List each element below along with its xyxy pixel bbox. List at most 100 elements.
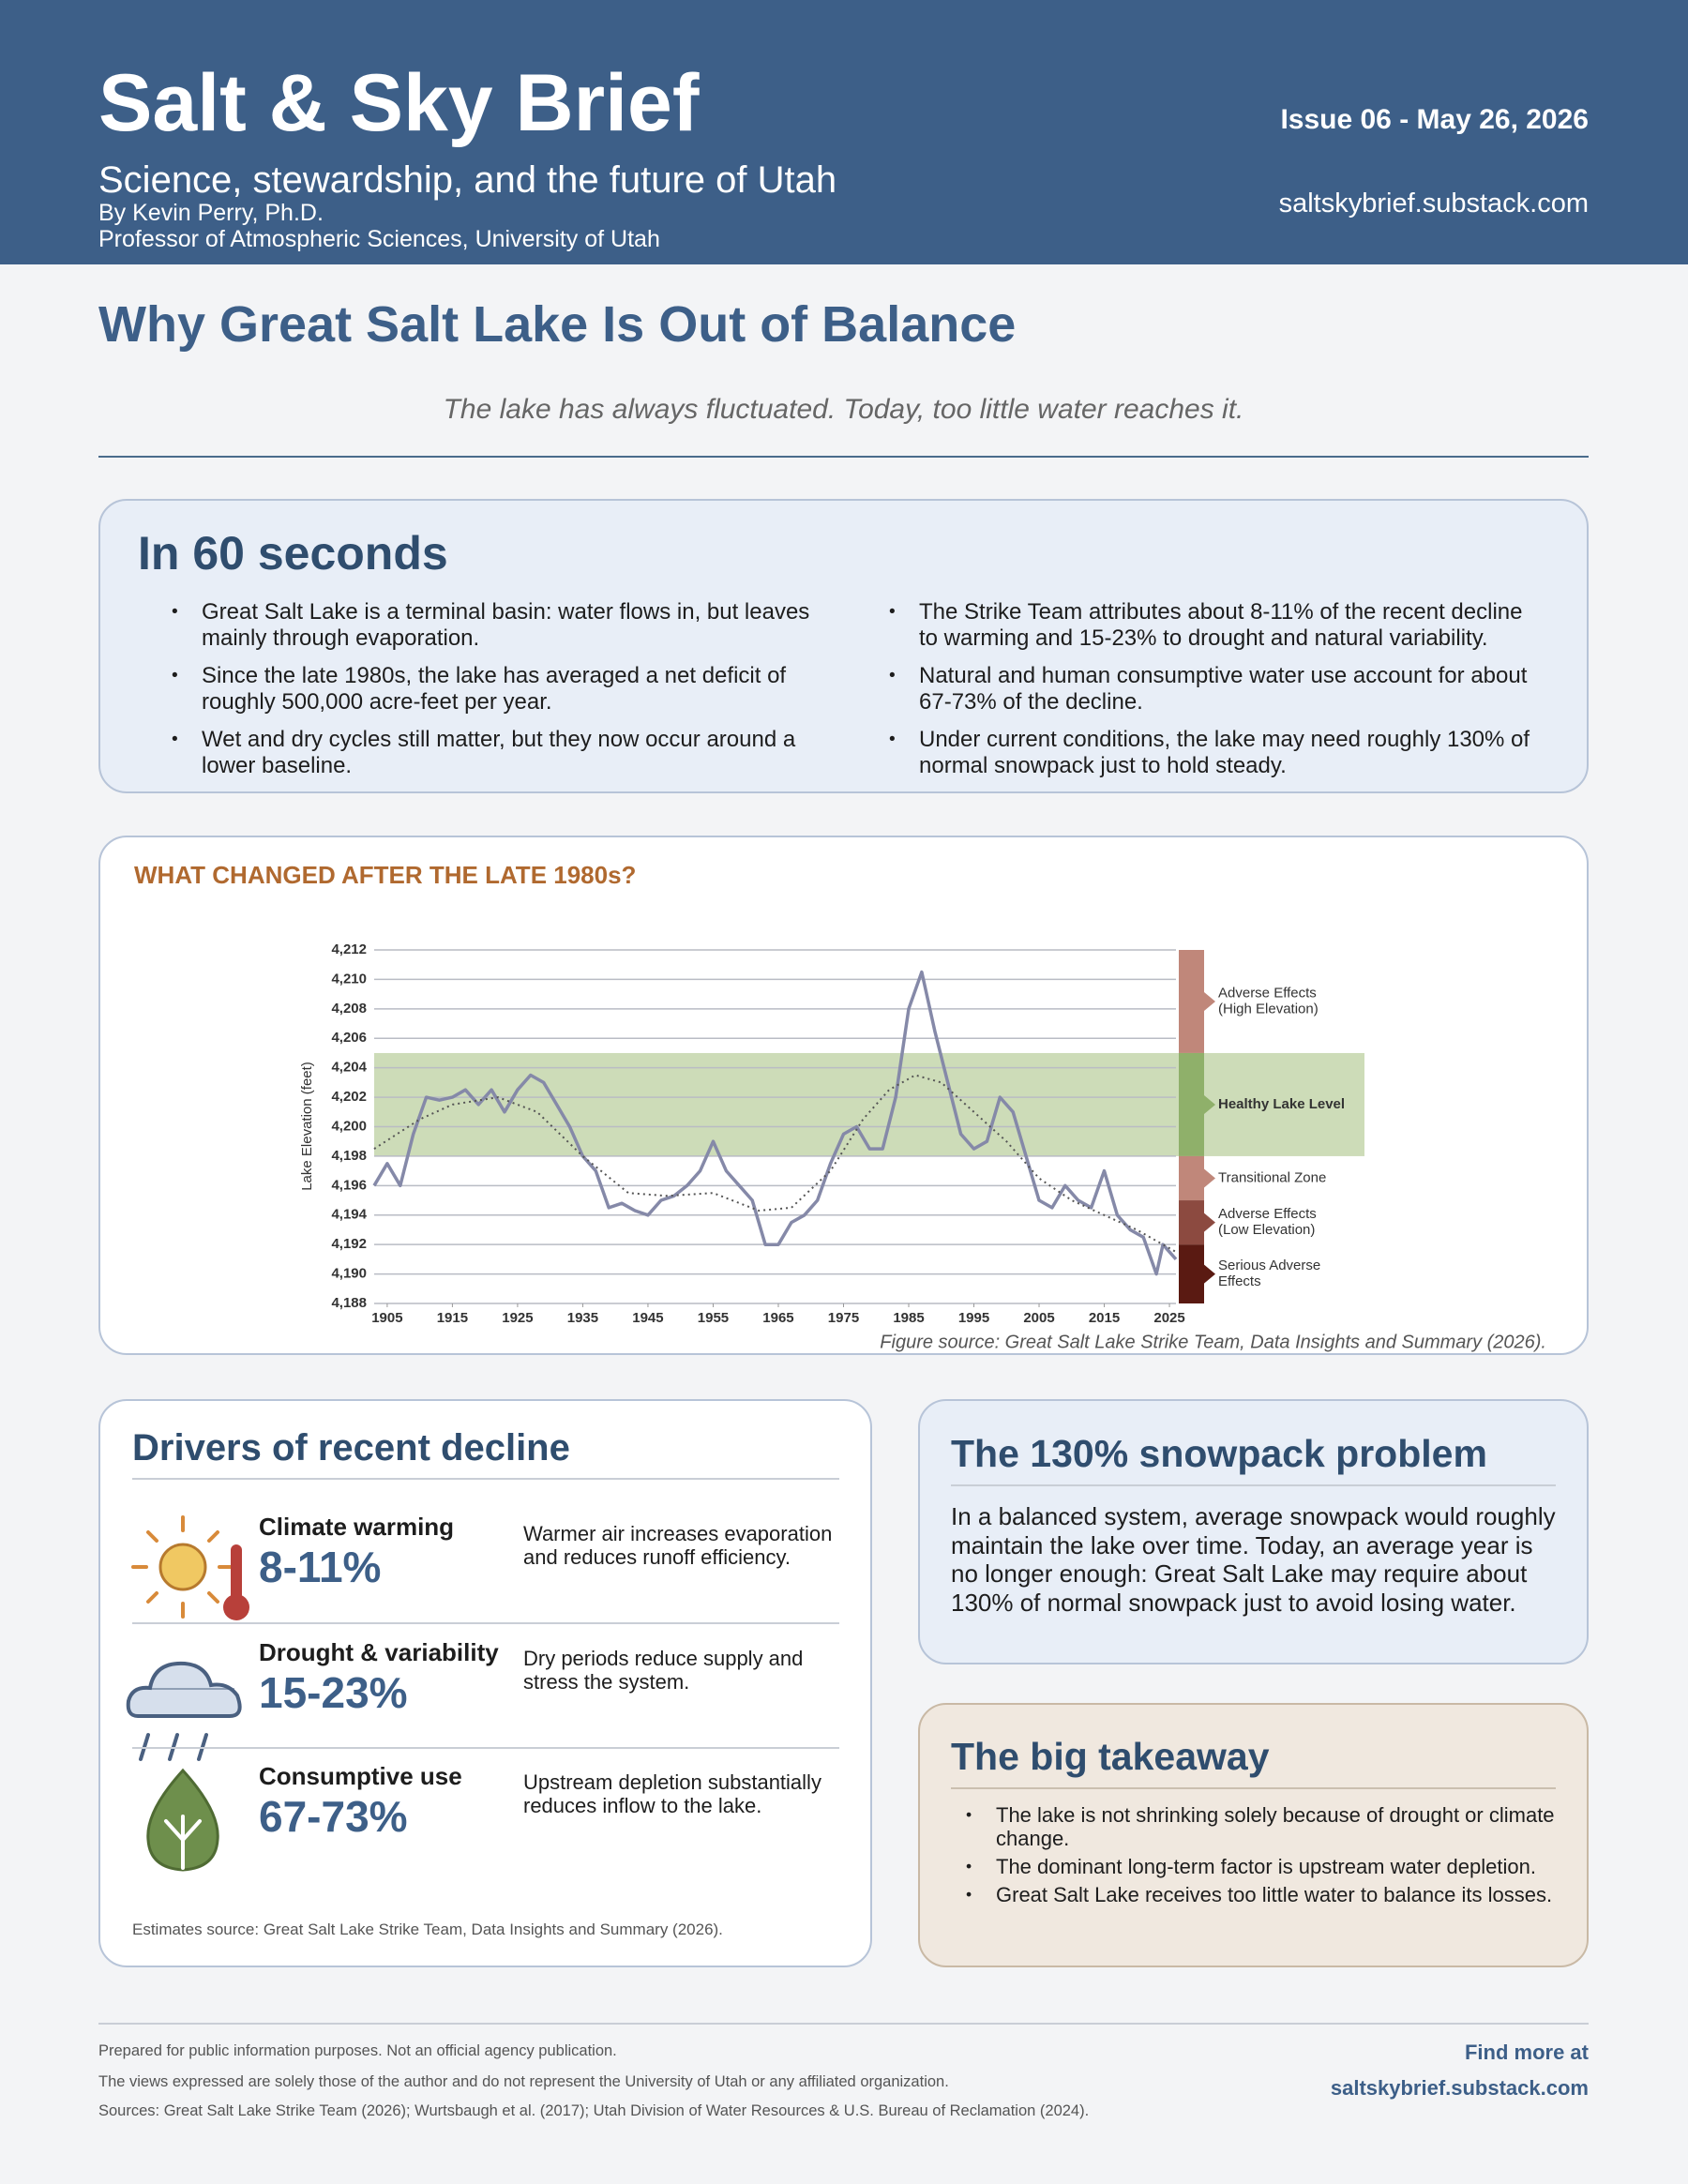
driver-value: 8-11% [259,1543,382,1591]
zone-bar [1179,1244,1204,1303]
zone-bar [1179,1200,1204,1245]
summary-box: In 60 seconds Great Salt Lake is a termi… [98,499,1589,793]
issue: Issue 06 - May 26, 2026 [1280,104,1589,135]
driver-rule [132,1622,839,1624]
x-tick-label: 2005 [1023,1310,1054,1326]
zone-label: Adverse Effects (High Elevation) [1218,985,1319,1017]
level-line [372,970,1178,1276]
x-tick-label: 1975 [828,1310,859,1326]
zone-label-line: Effects [1218,1273,1261,1289]
zone-arrow [1204,1212,1215,1232]
headline: Why Great Salt Lake Is Out of Balance [98,296,1017,353]
zone-bar [1179,950,1204,1053]
takeaway-title: The big takeaway [951,1735,1270,1778]
summary-bullet: Since the late 1980s, the lake has avera… [172,663,821,715]
cloud-icon [126,1661,242,1761]
footer-line: Sources: Great Salt Lake Strike Team (20… [98,2102,1090,2119]
x-tick-label: 1995 [958,1310,989,1326]
site-url[interactable]: saltskybrief.substack.com [1278,188,1589,218]
x-tick-label: 1915 [437,1310,468,1326]
driver-description: Upstream depletion substantially reduces… [523,1770,821,1817]
y-tick-label: 4,208 [331,1001,367,1017]
snowpack-title: The 130% snowpack problem [951,1432,1487,1475]
y-tick-label: 4,202 [331,1089,367,1105]
figure-source: Figure source: Great Salt Lake Strike Te… [880,1332,1546,1352]
x-tick-label: 1985 [893,1310,924,1326]
snowpack-box [918,1399,1589,1664]
x-tick-label: 2025 [1153,1310,1184,1326]
summary-bullet: Wet and dry cycles still matter, but the… [172,727,821,779]
takeaway-bullet: The lake is not shrinking solely because… [966,1803,1559,1850]
driver-description: Warmer air increases evaporation and red… [523,1522,833,1569]
y-tick-label: 4,198 [331,1148,367,1164]
sun-icon [131,1515,234,1619]
summary-bullet: Great Salt Lake is a terminal basin: wat… [172,599,821,652]
divider [98,456,1589,458]
zone-arrow [1204,1264,1215,1284]
footer-line: The views expressed are solely those of … [98,2073,949,2090]
trend-line [373,1074,1177,1253]
footer-url[interactable]: saltskybrief.substack.com [1330,2076,1589,2100]
figure-title: WHAT CHANGED AFTER THE LATE 1980s? [134,861,636,889]
footer-rule [98,2023,1589,2025]
x-tick-label: 1955 [698,1310,729,1326]
leaf-icon [146,1768,219,1872]
driver-name: Climate warming [259,1513,455,1541]
driver-rule [132,1747,839,1749]
summary-bullet: Under current conditions, the lake may n… [889,727,1547,779]
brand-subtitle: Science, stewardship, and the future of … [98,159,837,201]
zone-bar [1179,1155,1204,1201]
snowpack-rule [951,1484,1556,1486]
y-tick-label: 4,192 [331,1236,367,1252]
drivers-title: Drivers of recent decline [132,1427,570,1469]
driver-description: Dry periods reduce supply and stress the… [523,1647,804,1694]
thermometer-icon [223,1544,249,1620]
zone-label: Healthy Lake Level [1218,1096,1345,1112]
takeaway-bullet: Great Salt Lake receives too little wate… [966,1883,1559,1906]
x-tick-label: 1965 [762,1310,793,1326]
zone-label-line: Healthy Lake Level [1218,1096,1345,1112]
zone-label: Serious Adverse Effects [1218,1258,1320,1289]
y-tick-label: 4,206 [331,1030,367,1046]
summary-bullet: The Strike Team attributes about 8-11% o… [889,599,1547,652]
driver-name: Consumptive use [259,1762,462,1790]
zone-label-line: (Low Elevation) [1218,1222,1315,1238]
y-tick-label: 4,188 [331,1295,367,1311]
zone-label-line: Adverse Effects [1218,1206,1317,1222]
figure-chart: WHAT CHANGED AFTER THE LATE 1980s? Figur… [134,861,1546,1352]
y-tick-label: 4,194 [331,1207,367,1223]
brand-title: Salt & Sky Brief [98,58,700,148]
drivers-rule [132,1478,839,1480]
zone-bar [1179,1052,1204,1156]
y-tick-label: 4,210 [331,971,367,987]
summary-bullet: Natural and human consumptive water use … [889,663,1547,715]
zone-label-line: Adverse Effects [1218,985,1317,1001]
y-tick-label: 4,190 [331,1266,367,1282]
y-tick-label: 4,200 [331,1118,367,1134]
y-axis-label: Lake Elevation (feet) [299,1062,315,1191]
tagline: The lake has always fluctuated. Today, t… [443,394,1244,425]
y-tick-label: 4,196 [331,1177,367,1193]
summary-col-2: The Strike Team attributes about 8-11% o… [889,599,1547,779]
header-bar [0,0,1688,264]
y-tick-label: 4,204 [331,1060,367,1076]
zone-arrow [1204,1168,1215,1188]
find-more: Find more at [1464,2041,1589,2064]
takeaway-rule [951,1787,1556,1789]
summary-col-1: Great Salt Lake is a terminal basin: wat… [172,599,821,779]
driver-value: 15-23% [259,1668,408,1717]
x-tick-label: 1935 [567,1310,598,1326]
takeaway-bullet: The dominant long-term factor is upstrea… [966,1855,1559,1878]
zone-label-line: (High Elevation) [1218,1001,1319,1017]
driver-value: 67-73% [259,1792,408,1841]
footer-line: Prepared for public information purposes… [98,2042,617,2059]
zone-arrow [1204,991,1215,1011]
affiliation: Professor of Atmospheric Sciences, Unive… [98,226,660,252]
driver-icons [126,1515,249,1872]
zone-label: Adverse Effects (Low Elevation) [1218,1206,1317,1238]
byline: By Kevin Perry, Ph.D. [98,200,324,226]
takeaway-list: The lake is not shrinking solely because… [966,1803,1559,1906]
drivers-box [98,1399,872,1967]
y-tick-label: 4,212 [331,941,367,957]
